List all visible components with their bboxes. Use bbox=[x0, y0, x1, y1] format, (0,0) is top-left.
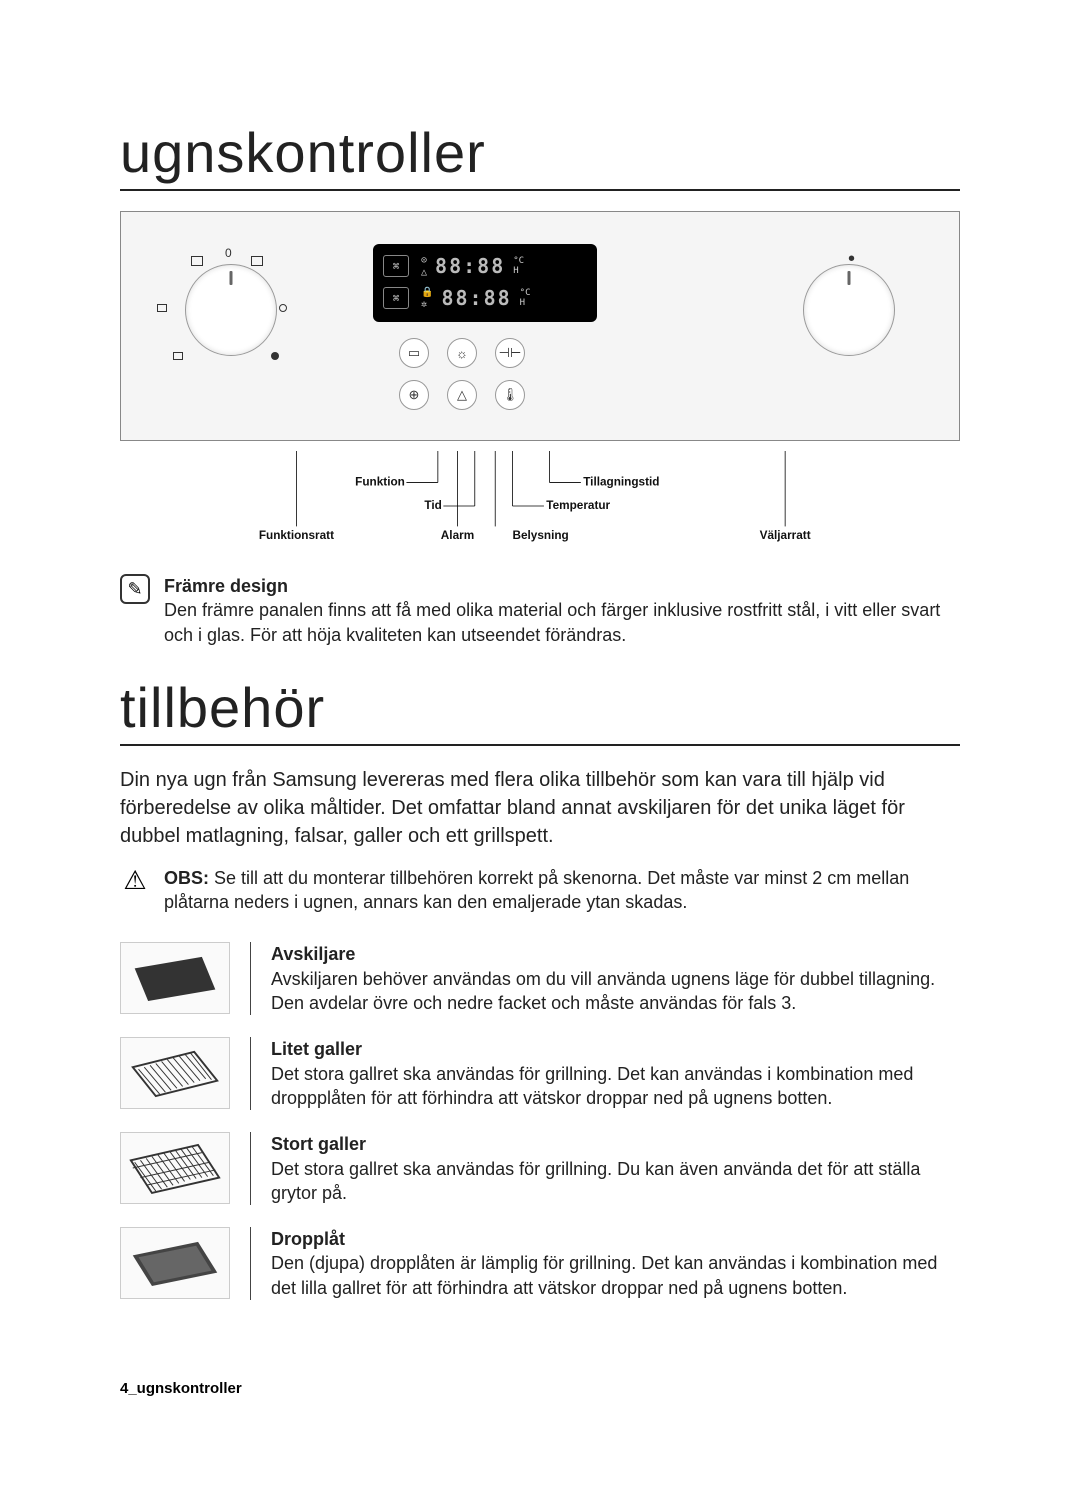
callout-tillagningstid: Tillagningstid bbox=[583, 476, 659, 489]
oven-display: ⌘ ⊙△ 88:88 °CH ⌘ 🔒✲ 88:88 °CH bbox=[373, 244, 597, 322]
accessory-thumb-litet-galler bbox=[120, 1037, 230, 1109]
selector-knob bbox=[803, 264, 895, 356]
accessory-title: Stort galler bbox=[271, 1132, 960, 1156]
knob-zero-label: 0 bbox=[225, 246, 232, 260]
callout-belysning: Belysning bbox=[513, 529, 569, 542]
accessory-body: Avskiljaren behöver användas om du vill … bbox=[271, 967, 960, 1016]
display-chip-icon: ⌘ bbox=[383, 255, 409, 277]
section-ugnskontroller-title: ugnskontroller bbox=[120, 120, 960, 191]
display-chip-icon: ⌘ bbox=[383, 287, 409, 309]
accessory-body: Det stora gallret ska användas för grill… bbox=[271, 1062, 960, 1111]
time-button: ⊕ bbox=[399, 380, 429, 410]
accessory-thumb-stort-galler bbox=[120, 1132, 230, 1204]
callout-valjarratt: Väljarratt bbox=[760, 529, 811, 542]
temperature-button: 🌡 bbox=[495, 380, 525, 410]
callout-tid: Tid bbox=[424, 499, 441, 512]
accessory-title: Avskiljare bbox=[271, 942, 960, 966]
callout-funktionsratt: Funktionsratt bbox=[259, 529, 334, 542]
callout-funktion: Funktion bbox=[355, 476, 405, 489]
mode-icon bbox=[191, 256, 203, 266]
accessory-thumb-avskiljare bbox=[120, 942, 230, 1014]
tillbehor-intro: Din nya ugn från Samsung levereras med f… bbox=[120, 766, 960, 850]
callout-temperatur: Temperatur bbox=[546, 499, 610, 512]
page-footer: 4_ugnskontroller bbox=[120, 1380, 960, 1397]
accessory-body: Den (djupa) dropplåten är lämplig för gr… bbox=[271, 1251, 960, 1300]
mode-icon bbox=[173, 352, 183, 360]
light-button: ☼ bbox=[447, 338, 477, 368]
front-design-title: Främre design bbox=[164, 574, 960, 598]
mode-icon bbox=[279, 304, 287, 312]
accessory-thumb-dropplat bbox=[120, 1227, 230, 1299]
display-row2: 88:88 bbox=[441, 286, 511, 310]
cooktime-button: ⊣⊢ bbox=[495, 338, 525, 368]
callout-alarm: Alarm bbox=[441, 529, 474, 542]
function-knob bbox=[185, 264, 277, 356]
accessory-body: Det stora gallret ska användas för grill… bbox=[271, 1157, 960, 1206]
function-button: ▭ bbox=[399, 338, 429, 368]
obs-label: OBS: bbox=[164, 868, 209, 888]
oven-control-panel-diagram: 0 ⌘ ⊙△ 88:88 °CH ⌘ 🔒✲ 88:88 °CH ▭ ☼ ⊣ bbox=[120, 211, 960, 441]
alarm-button: △ bbox=[447, 380, 477, 410]
callout-lines: Funktion Tillagningstid Tid Temperatur F… bbox=[120, 451, 960, 561]
display-row1: 88:88 bbox=[435, 254, 505, 278]
mode-icon bbox=[157, 304, 167, 312]
mode-icon bbox=[251, 256, 263, 266]
obs-body: Se till att du monterar tillbehören korr… bbox=[164, 868, 909, 912]
mode-icon bbox=[271, 352, 279, 360]
warning-icon: ⚠ bbox=[120, 866, 150, 896]
section-tillbehor-title: tillbehör bbox=[120, 675, 960, 746]
note-icon: ✎ bbox=[120, 574, 150, 604]
accessory-title: Dropplåt bbox=[271, 1227, 960, 1251]
accessory-title: Litet galler bbox=[271, 1037, 960, 1061]
front-design-body: Den främre panalen finns att få med olik… bbox=[164, 598, 960, 647]
